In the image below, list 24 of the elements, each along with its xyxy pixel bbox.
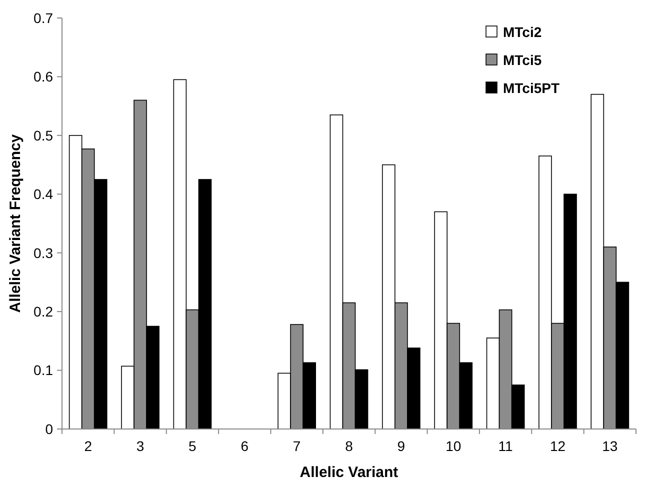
x-axis-title: Allelic Variant bbox=[300, 464, 398, 481]
y-tick-label: 0.1 bbox=[34, 362, 54, 378]
y-tick-label: 0.3 bbox=[34, 244, 54, 261]
x-tick-label: 5 bbox=[188, 438, 197, 454]
y-tick-label: 0.7 bbox=[34, 10, 54, 26]
legend-label: MTci5 bbox=[503, 52, 542, 68]
legend-label: MTci2 bbox=[503, 24, 542, 40]
x-tick-label: 13 bbox=[602, 438, 618, 454]
y-tick-label: 0.4 bbox=[34, 186, 54, 202]
x-tick-label: 9 bbox=[397, 438, 406, 454]
x-tick-label: 2 bbox=[84, 438, 92, 454]
y-tick-label: 0 bbox=[45, 420, 54, 437]
x-tick-label: 7 bbox=[292, 438, 301, 454]
x-tick-label: 6 bbox=[240, 438, 249, 454]
y-tick-label: 0.2 bbox=[34, 303, 54, 320]
y-axis-title: Allelic Variant Frequency bbox=[7, 134, 24, 313]
x-tick-label: 11 bbox=[498, 438, 514, 454]
y-tick-label: 0.5 bbox=[34, 127, 54, 144]
x-tick-label: 12 bbox=[550, 438, 566, 454]
y-tick-label: 0.6 bbox=[34, 68, 54, 85]
legend-label: MTci5PT bbox=[503, 80, 560, 96]
x-tick-label: 3 bbox=[136, 438, 144, 454]
x-tick-label: 8 bbox=[345, 438, 354, 454]
x-tick-label: 10 bbox=[446, 438, 462, 454]
